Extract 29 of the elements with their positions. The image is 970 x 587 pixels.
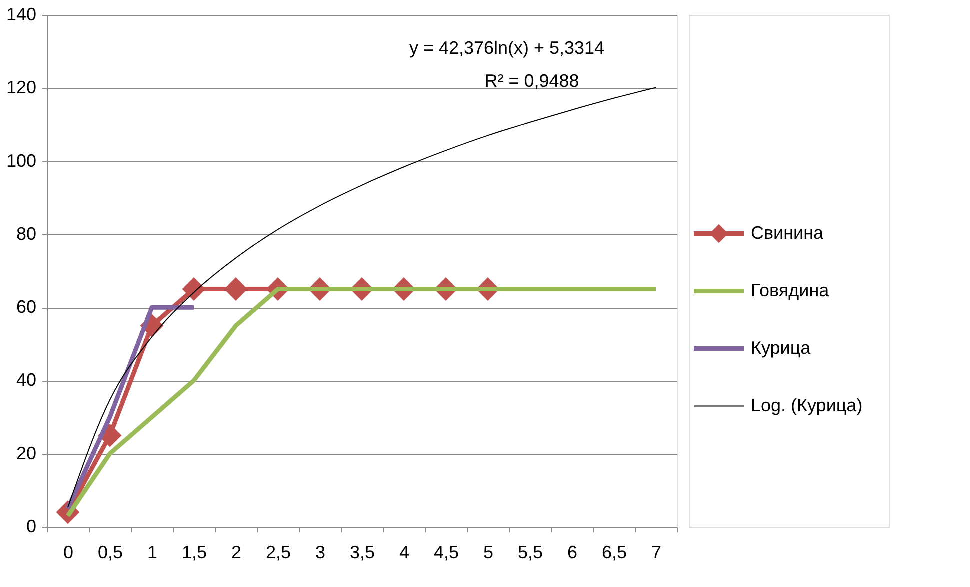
- x-tick-label: 2,5: [266, 542, 292, 562]
- y-tick-label: 40: [16, 370, 36, 390]
- x-tick-label: 3: [315, 542, 326, 562]
- legend-label: Свинина: [751, 222, 825, 243]
- legend-label: Говядина: [751, 280, 830, 300]
- x-tick-label: 6,5: [602, 542, 628, 562]
- y-tick-label: 80: [16, 224, 36, 244]
- y-tick-label: 100: [6, 150, 36, 171]
- y-tick-label: 140: [6, 4, 36, 24]
- x-tick-label: 2: [231, 542, 242, 562]
- y-tick-label: 0: [26, 516, 36, 536]
- x-tick-label: 1,5: [182, 542, 208, 562]
- x-tick-label: 4: [399, 542, 410, 562]
- x-tick-label: 0: [63, 542, 74, 562]
- y-tick-label: 120: [6, 78, 36, 98]
- x-tick-label: 5,5: [518, 542, 544, 562]
- annotation: R² = 0,9488: [484, 71, 580, 91]
- x-tick-label: 3,5: [350, 542, 376, 562]
- y-tick-label: 60: [16, 297, 36, 318]
- x-tick-label: 4,5: [434, 542, 460, 562]
- x-tick-label: 5: [483, 542, 494, 562]
- x-tick-label: 7: [651, 542, 662, 562]
- x-tick-label: 6: [567, 542, 578, 562]
- y-tick-label: 20: [16, 443, 36, 464]
- x-tick-label: 0,5: [98, 542, 124, 562]
- x-tick-label: 1: [147, 542, 158, 562]
- annotation: y = 42,376ln(x) + 5,3314: [409, 38, 605, 58]
- legend-label: Log. (Курица): [751, 395, 863, 416]
- legend-label: Курица: [751, 338, 812, 358]
